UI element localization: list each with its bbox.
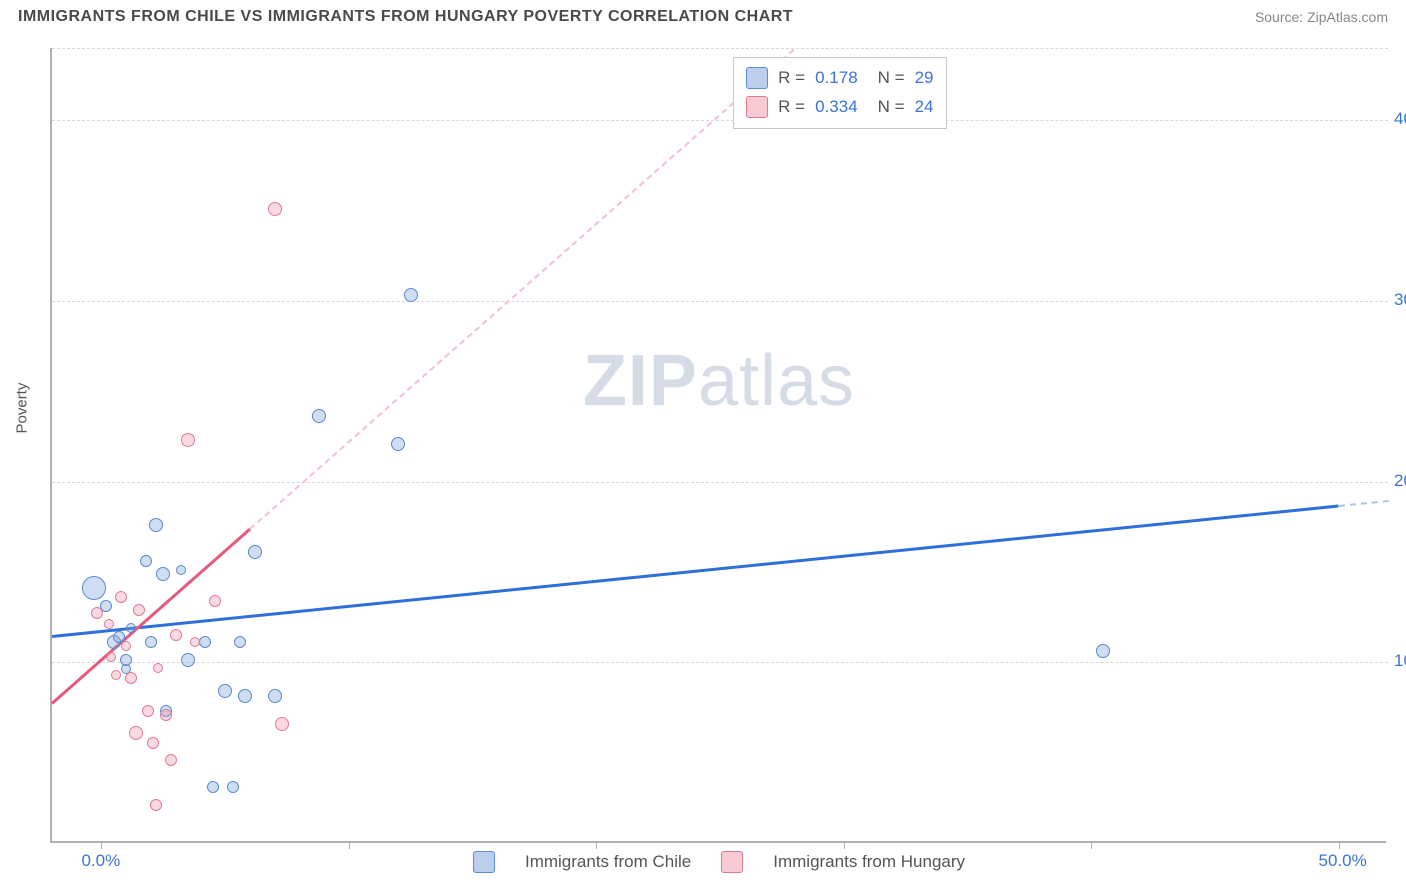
gridline bbox=[52, 301, 1388, 302]
header: IMMIGRANTS FROM CHILE VS IMMIGRANTS FROM… bbox=[0, 0, 1406, 30]
trend-line bbox=[52, 505, 1339, 638]
data-point bbox=[181, 433, 195, 447]
y-tick-label: 10.0% bbox=[1394, 651, 1406, 671]
data-point bbox=[100, 600, 112, 612]
legend-N-value: 29 bbox=[915, 64, 934, 93]
chart: ZIPatlas Poverty 10.0%20.0%30.0%40.0% 0.… bbox=[50, 48, 1386, 843]
swatch-chile bbox=[473, 851, 495, 873]
data-point bbox=[104, 619, 114, 629]
data-point bbox=[121, 641, 131, 651]
data-point bbox=[156, 567, 170, 581]
x-tick-label: 0.0% bbox=[81, 851, 120, 871]
legend-swatch bbox=[746, 67, 768, 89]
data-point bbox=[140, 555, 152, 567]
data-point bbox=[115, 591, 127, 603]
data-point bbox=[149, 518, 163, 532]
data-point bbox=[150, 799, 162, 811]
gridline bbox=[52, 482, 1388, 483]
x-tick bbox=[596, 841, 597, 849]
data-point bbox=[165, 754, 177, 766]
data-point bbox=[160, 709, 172, 721]
x-tick bbox=[101, 841, 102, 849]
trend-line bbox=[1338, 500, 1388, 507]
data-point bbox=[145, 636, 157, 648]
data-point bbox=[106, 652, 116, 662]
data-point bbox=[1096, 644, 1110, 658]
x-tick bbox=[349, 841, 350, 849]
data-point bbox=[207, 781, 219, 793]
data-point bbox=[391, 437, 405, 451]
data-point bbox=[181, 653, 195, 667]
page-title: IMMIGRANTS FROM CHILE VS IMMIGRANTS FROM… bbox=[18, 8, 793, 26]
data-point bbox=[111, 670, 121, 680]
data-point bbox=[268, 689, 282, 703]
data-point bbox=[133, 604, 145, 616]
data-point bbox=[199, 636, 211, 648]
legend-N-label: N = bbox=[878, 93, 905, 122]
watermark: ZIPatlas bbox=[583, 340, 855, 422]
data-point bbox=[218, 684, 232, 698]
legend-row: R = 0.178 N = 29 bbox=[746, 64, 933, 93]
data-point bbox=[268, 202, 282, 216]
data-point bbox=[125, 672, 137, 684]
data-point bbox=[404, 288, 418, 302]
legend-row: R = 0.334 N = 24 bbox=[746, 93, 933, 122]
data-point bbox=[126, 623, 136, 633]
trend-line bbox=[51, 528, 251, 705]
data-point bbox=[170, 629, 182, 641]
gridline bbox=[52, 48, 1388, 49]
legend-label-hungary: Immigrants from Hungary bbox=[773, 852, 965, 872]
correlation-legend: R = 0.178 N = 29 R = 0.334 N = 24 bbox=[733, 57, 946, 129]
legend-R-value: 0.178 bbox=[815, 64, 858, 93]
series-legend: Immigrants from Chile Immigrants from Hu… bbox=[473, 851, 965, 873]
data-point bbox=[190, 637, 200, 647]
data-point bbox=[142, 705, 154, 717]
x-tick bbox=[1091, 841, 1092, 849]
y-tick-label: 40.0% bbox=[1394, 109, 1406, 129]
legend-N-label: N = bbox=[878, 64, 905, 93]
data-point bbox=[312, 409, 326, 423]
data-point bbox=[147, 737, 159, 749]
gridline bbox=[52, 120, 1388, 121]
y-tick-label: 20.0% bbox=[1394, 471, 1406, 491]
data-point bbox=[209, 595, 221, 607]
gridline bbox=[52, 662, 1388, 663]
x-tick-label: 50.0% bbox=[1319, 851, 1367, 871]
data-point bbox=[82, 576, 106, 600]
source-label: Source: ZipAtlas.com bbox=[1255, 9, 1388, 25]
data-point bbox=[238, 689, 252, 703]
y-tick-label: 30.0% bbox=[1394, 290, 1406, 310]
y-axis-label: Poverty bbox=[14, 382, 31, 433]
legend-N-value: 24 bbox=[915, 93, 934, 122]
x-tick bbox=[1339, 841, 1340, 849]
data-point bbox=[129, 726, 143, 740]
data-point bbox=[234, 636, 246, 648]
x-tick bbox=[844, 841, 845, 849]
plot-area: ZIPatlas Poverty 10.0%20.0%30.0%40.0% 0.… bbox=[50, 48, 1386, 843]
legend-swatch bbox=[746, 96, 768, 118]
legend-R-label: R = bbox=[778, 93, 805, 122]
data-point bbox=[275, 717, 289, 731]
swatch-hungary bbox=[721, 851, 743, 873]
data-point bbox=[91, 607, 103, 619]
legend-label-chile: Immigrants from Chile bbox=[525, 852, 691, 872]
legend-R-label: R = bbox=[778, 64, 805, 93]
data-point bbox=[153, 663, 163, 673]
legend-R-value: 0.334 bbox=[815, 93, 858, 122]
data-point bbox=[176, 565, 186, 575]
data-point bbox=[227, 781, 239, 793]
data-point bbox=[248, 545, 262, 559]
